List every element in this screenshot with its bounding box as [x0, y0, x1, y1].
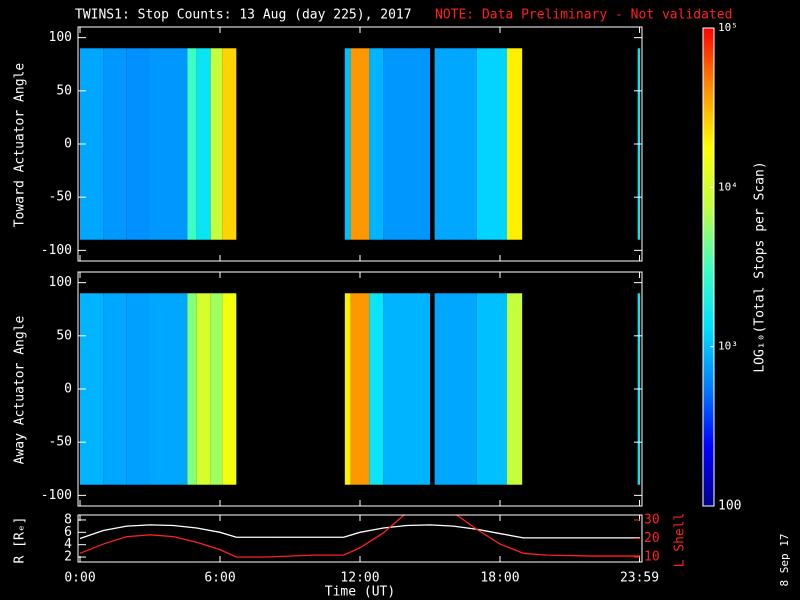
y-tick-label: 50 [56, 83, 72, 98]
heatmap-cell [150, 293, 188, 485]
heatmap-cell [80, 293, 104, 485]
heatmap-cell [507, 48, 523, 240]
y-axis-label: R [Rₑ] [13, 517, 28, 564]
colorbar-tick-label: 100 [718, 499, 741, 514]
line-series [79, 515, 640, 558]
heatmap-cell [103, 293, 127, 485]
colorbar [702, 27, 715, 507]
y-tick-label: 8 [64, 512, 72, 527]
heatmap-cell [210, 293, 223, 485]
x-tick-label: 23:59 [620, 571, 659, 586]
line-series [79, 524, 640, 540]
y-tick-label: 2 [64, 550, 72, 565]
heatmap-cell [126, 293, 150, 485]
heatmap-cell [187, 293, 197, 485]
heatmap-cell [369, 293, 384, 485]
y-tick-label: 0 [64, 382, 72, 397]
heatmap-cell [476, 293, 507, 485]
y2-axis-label: L Shell [673, 513, 688, 568]
x-axis-label: Time (UT) [325, 585, 395, 600]
heatmap-cell [350, 48, 370, 240]
y-axis-label: Toward Actuator Angle [13, 63, 28, 228]
y-tick-label: 100 [49, 275, 72, 290]
colorbar-tick-label: 10⁴ [718, 180, 738, 193]
colorbar-tick-label: 10⁵ [718, 21, 738, 34]
y-axis-label: Away Actuator Angle [13, 315, 28, 464]
date-stamp: 8 Sep 17 [778, 534, 791, 587]
heatmap-cell [507, 293, 523, 485]
heatmap-cell [434, 293, 477, 485]
y-tick-label: -100 [41, 243, 72, 258]
y-tick-label: 50 [56, 328, 72, 343]
heatmap-cell [126, 48, 150, 240]
chart-title: TWINS1: Stop Counts: 13 Aug (day 225), 2… [75, 8, 412, 23]
heatmap-cell [344, 293, 351, 485]
heatmap-cell [222, 48, 237, 240]
y-tick-label: 4 [64, 537, 72, 552]
colorbar-tick-label: 10³ [718, 340, 738, 353]
heatmap-cell [150, 48, 188, 240]
y-tick-label: 6 [64, 525, 72, 540]
heatmap-cell [222, 293, 237, 485]
x-tick-label: 0:00 [64, 571, 95, 586]
heatmap-cell [434, 48, 477, 240]
plot-area [79, 515, 640, 558]
heatmap-cell [187, 48, 197, 240]
heatmap-cell [369, 48, 384, 240]
x-tick-label: 18:00 [480, 571, 519, 586]
heatmap-cell [196, 293, 211, 485]
heatmap-cell [476, 48, 507, 240]
heatmap-cell [103, 48, 127, 240]
heatmap-cell [350, 293, 370, 485]
heatmap-cell [383, 48, 430, 240]
y2-tick-label: 20 [644, 531, 660, 546]
note: NOTE: Data Preliminary - Not validated [435, 8, 732, 23]
y-tick-label: 0 [64, 137, 72, 152]
x-tick-label: 12:00 [340, 571, 379, 586]
heatmap-cell [196, 48, 211, 240]
colorbar-label: LOG₁₀(Total Stops per Scan) [753, 161, 768, 372]
y-tick-label: -50 [49, 190, 72, 205]
x-tick-label: 6:00 [204, 571, 235, 586]
heatmap-cell [210, 48, 223, 240]
heatmap-cell [80, 48, 104, 240]
y-tick-label: -50 [49, 435, 72, 450]
y2-tick-label: 30 [644, 512, 660, 527]
y2-tick-label: 10 [644, 550, 660, 565]
heatmap-cell [344, 48, 351, 240]
y-tick-label: -100 [41, 488, 72, 503]
y-tick-label: 100 [49, 30, 72, 45]
heatmap-cell [383, 293, 430, 485]
